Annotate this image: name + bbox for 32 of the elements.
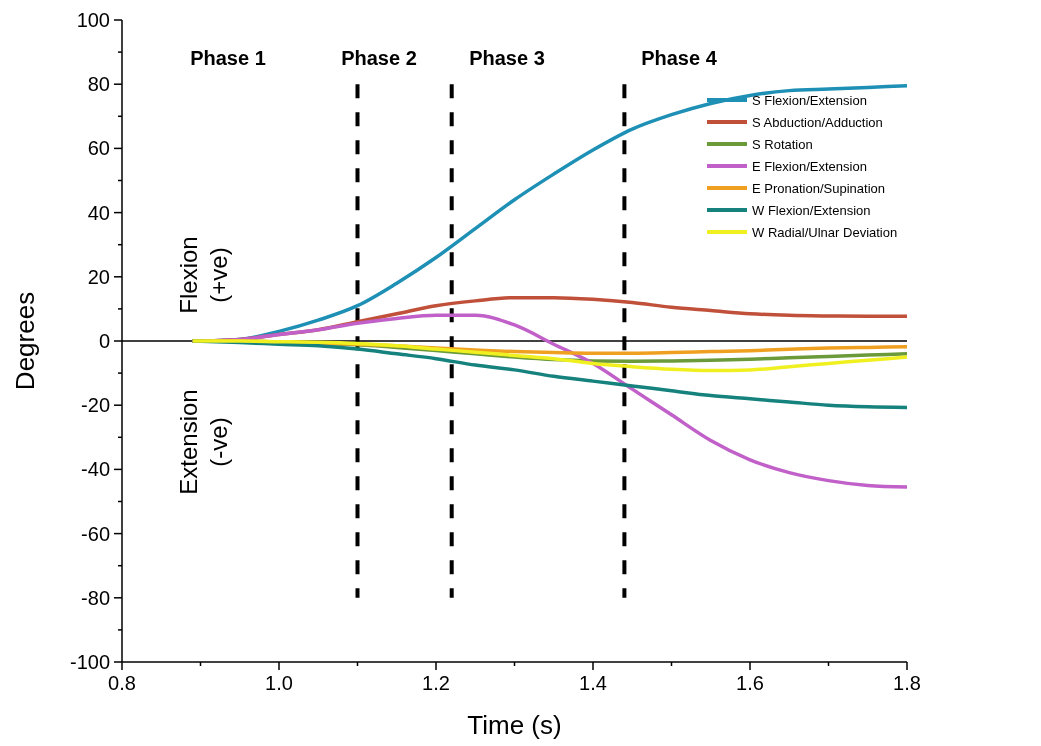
annotation: Extension (-ve): [175, 389, 232, 495]
y-tick-label: 100: [76, 9, 110, 31]
y-tick-label: -40: [81, 458, 110, 481]
legend-label: E Pronation/Supination: [752, 181, 885, 196]
y-tick-label: 80: [87, 73, 110, 96]
annotation: Phase 1: [190, 47, 266, 69]
text: 1.0: [265, 672, 293, 694]
legend-label: S Abduction/Adduction: [752, 115, 883, 130]
y-tick-label: -60: [81, 522, 110, 545]
annotation: Flexion (+ve): [175, 236, 232, 314]
y-tick-label: 20: [87, 265, 110, 288]
y-tick-label: -20: [81, 394, 110, 417]
x-tick-label: 0.8: [108, 672, 136, 694]
legend-label: S Flexion/Extension: [752, 93, 867, 108]
y-tick-label: 60: [87, 137, 110, 160]
annotation: Phase 3: [469, 47, 545, 69]
y-tick-label: -80: [81, 586, 110, 609]
y-axis-title: Degrees: [10, 291, 40, 391]
x-axis-title: Time (s): [467, 710, 562, 740]
legend-label: W Radial/Ulnar Deviation: [752, 225, 898, 240]
y-tick-label: -100: [69, 651, 110, 673]
x-tick-label: 1.8: [893, 672, 921, 694]
legend-label: E Flexion/Extension: [752, 159, 867, 174]
x-tick-label: 1.4: [579, 672, 607, 694]
annotation: Phase 4: [641, 47, 718, 69]
y-tick-label: 40: [87, 201, 110, 224]
x-tick-label: 1.2: [422, 672, 450, 694]
y-tick-label: 0: [98, 330, 110, 352]
legend-label: S Rotation: [752, 137, 813, 152]
annotation: Phase 2: [341, 47, 417, 69]
x-tick-label: 1.6: [736, 672, 764, 694]
legend-label: W Flexion/Extension: [752, 203, 871, 218]
